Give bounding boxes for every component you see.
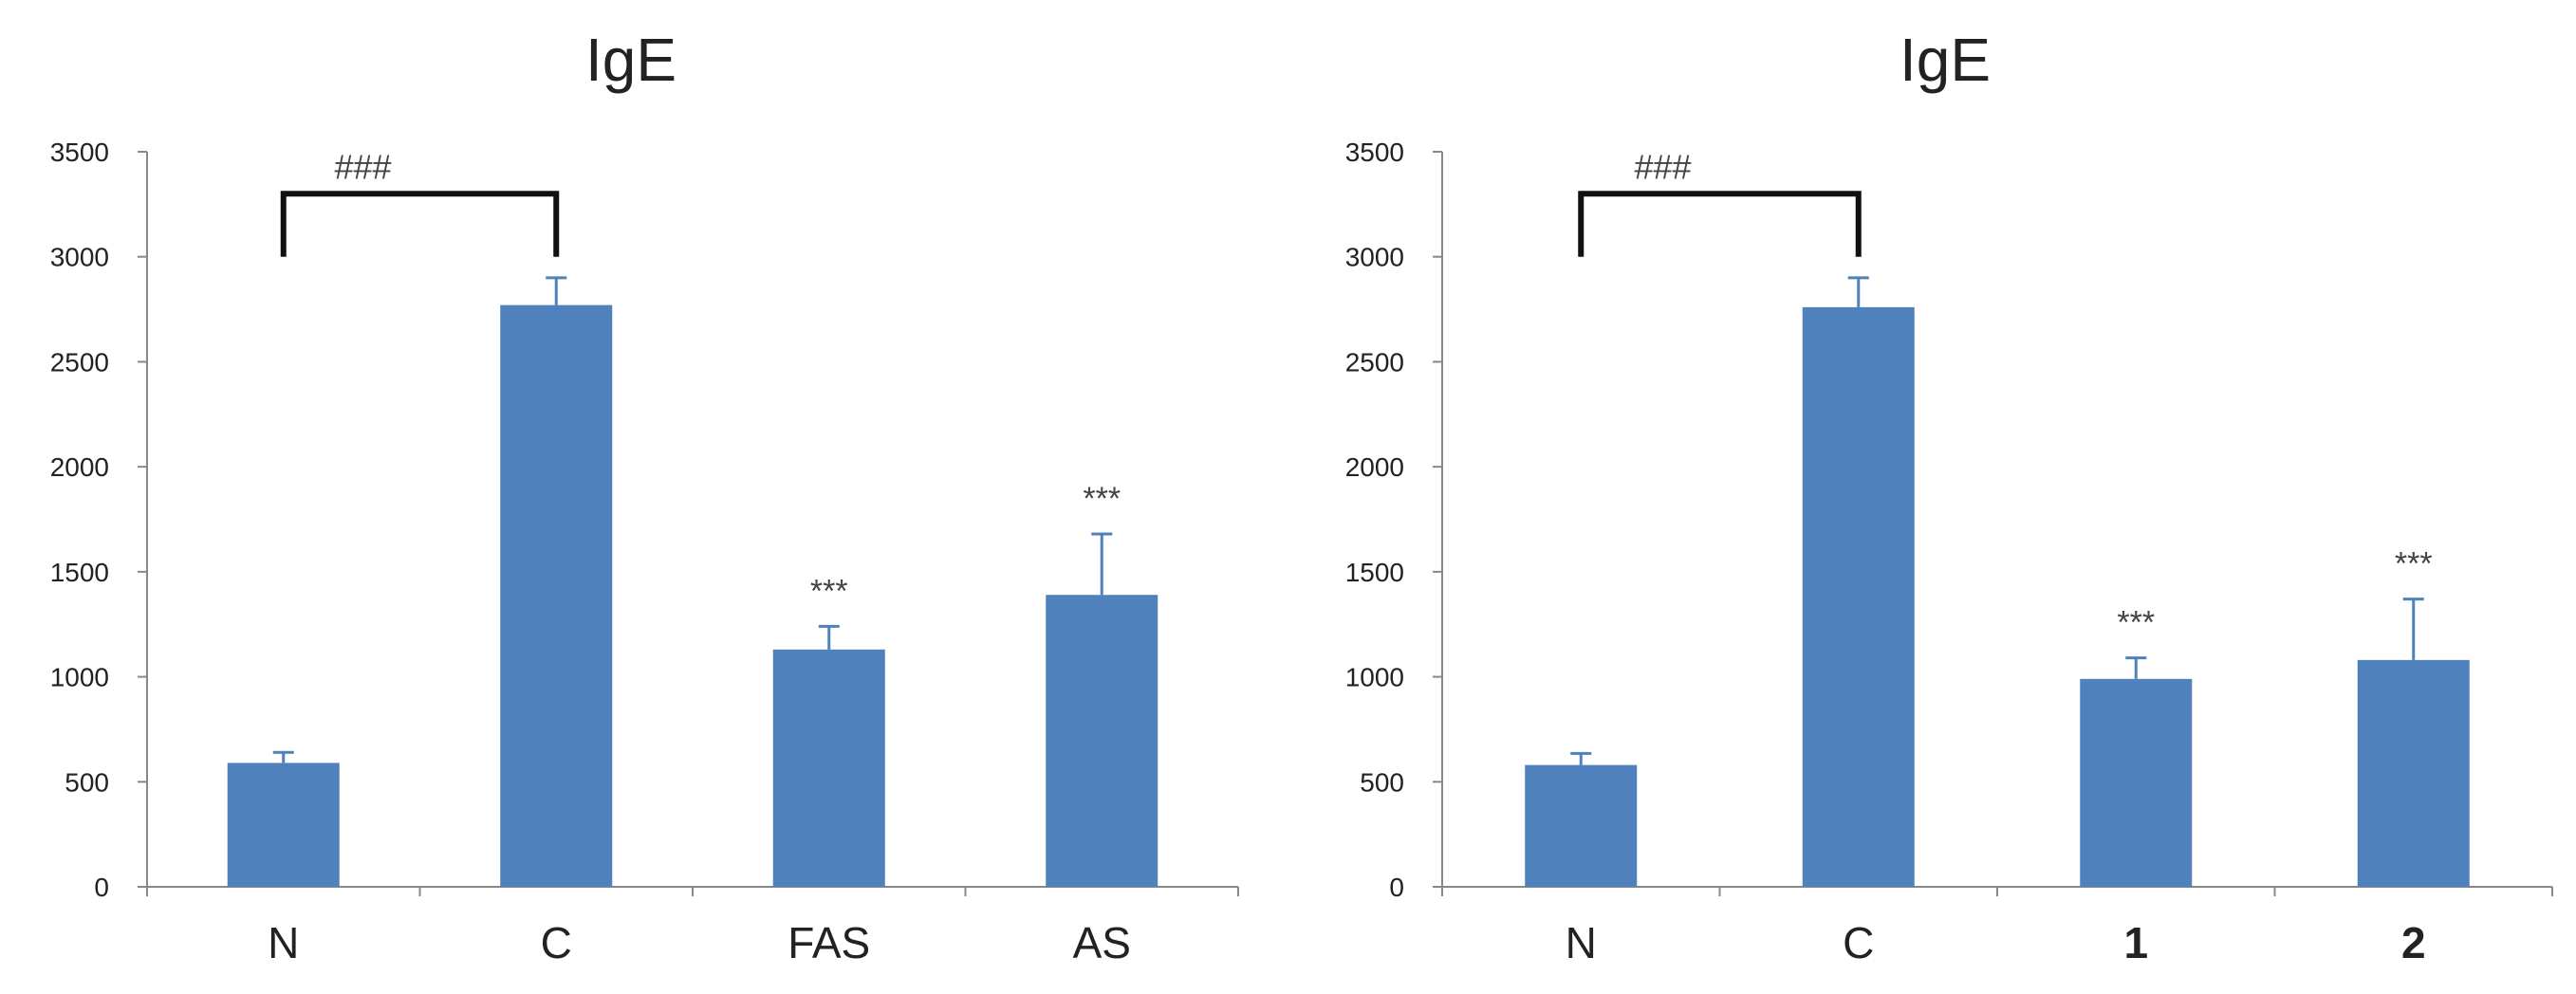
chart-panel-2: IgE 0 500 1000 1500 2000 2500 3000 3500 N C 1 *** 2 **… [1345,26,2553,967]
significance-asterisks: *** [1083,481,1121,517]
x-tick-label: 2 [2401,918,2426,967]
bar-n [1525,764,1638,887]
chart-title: IgE [1900,26,1991,94]
x-tick-label: N [1566,918,1597,967]
y-tick-label: 1000 [50,663,109,692]
x-tick-label: FAS [788,918,870,967]
y-tick-label: 0 [1389,873,1404,902]
x-tick-label: 1 [2123,918,2148,967]
bar-1 [2080,678,2193,887]
x-tick-label: C [541,918,572,967]
significance-asterisks: *** [2117,605,2155,641]
y-tick-label: 2000 [1345,452,1404,482]
bar-n [227,763,340,887]
chart-panel-1: IgE 0 500 1000 1500 2000 2500 3000 3500 N C FAS *** A… [50,26,1239,967]
y-tick-label: 3500 [1345,138,1404,167]
x-tick-label: AS [1073,918,1131,967]
bar-2 [2357,659,2470,887]
significance-asterisks: *** [810,573,848,609]
y-tick-label: 1000 [1345,663,1404,692]
y-tick-label: 2500 [1345,347,1404,377]
x-tick-label: C [1843,918,1874,967]
y-tick-label: 500 [1360,767,1404,797]
chart-title: IgE [585,26,676,94]
significance-asterisks: *** [2395,546,2433,582]
x-tick-label: N [268,918,299,967]
y-tick-label: 3000 [1345,243,1404,272]
bar-fas [772,649,885,887]
significance-bracket [1578,191,1862,257]
y-tick-label: 3000 [50,243,109,272]
significance-label: ### [334,147,391,186]
bar-c [1802,306,1915,887]
y-tick-label: 2000 [50,452,109,482]
y-tick-label: 1500 [50,558,109,587]
bar-as [1046,595,1158,887]
significance-label: ### [1634,147,1691,186]
y-tick-label: 2500 [50,347,109,377]
bar-c [500,304,613,888]
y-tick-label: 3500 [50,138,109,167]
y-tick-label: 500 [65,767,109,797]
significance-bracket [280,191,560,257]
y-tick-label: 0 [94,873,109,902]
y-tick-label: 1500 [1345,558,1404,587]
